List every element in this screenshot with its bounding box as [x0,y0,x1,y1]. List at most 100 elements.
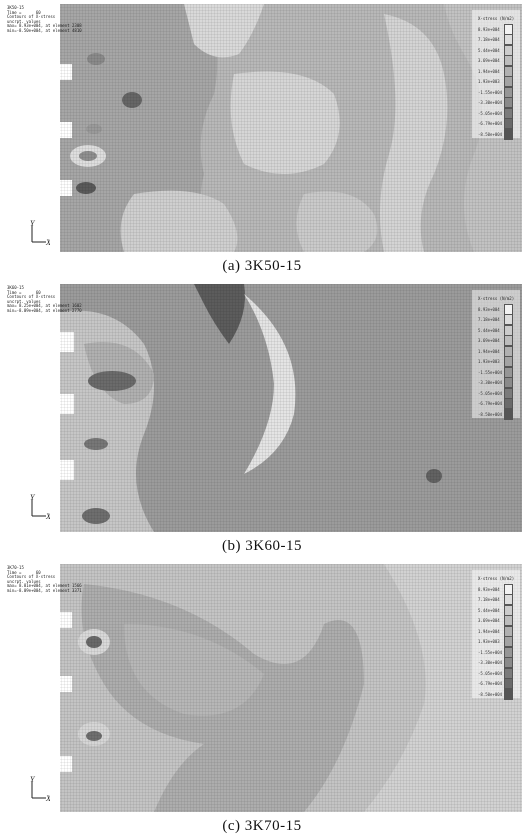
legend-swatch [504,667,513,679]
legend-value: -5.05e+004 [478,670,503,676]
legend-value: -3.30e+004 [478,380,503,386]
legend-entry: -6.79e+004 [478,398,516,410]
legend-value: 7.18e+004 [478,597,500,603]
legend-rows: 8.93e+004 7.18e+004 5.44e+004 3.69e+004 1.94… [478,583,516,700]
legend-value: 5.44e+004 [478,607,500,613]
plot-header-b: 3K60-15 Time = 60 Contours of X-stress u… [7,285,82,313]
legend-entry: -3.30e+004 [478,377,516,389]
caption-c: (c) 3K70-15 [222,818,302,834]
legend-entry: 5.44e+004 [478,44,516,56]
legend-value: -8.50e+004 [478,411,503,417]
legend-entry: 1.93e+003 [478,76,516,88]
legend-entry: 1.93e+003 [478,636,516,648]
legend-swatch [504,646,513,658]
legend-swatch [504,604,513,616]
legend-swatch [504,55,513,67]
svg-text:Y: Y [30,776,36,784]
legend-swatch [504,636,513,648]
legend-entry: 3.69e+004 [478,335,516,347]
legend-entry: -6.79e+004 [478,678,516,690]
legend-swatch [504,23,513,35]
legend-swatch [504,34,513,46]
legend-swatch [504,335,513,347]
legend-swatch [504,356,513,368]
legend-swatch [504,398,513,410]
axis-triad-icon: Y X [30,493,52,521]
legend-entry: 5.44e+004 [478,604,516,616]
legend-swatch [504,107,513,119]
legend-value: 7.18e+004 [478,317,500,323]
legend-entry: 3.69e+004 [478,615,516,627]
legend-value: -5.05e+004 [478,110,503,116]
legend-entry: 1.93e+003 [478,356,516,368]
caption-a: (a) 3K50-15 [222,258,302,274]
legend-value: 7.18e+004 [478,37,500,43]
svg-text:X: X [45,512,50,520]
contour-plot-a [4,4,522,252]
legend-entry: 1.94e+004 [478,65,516,77]
legend-value: 8.93e+004 [478,26,500,32]
legend-entry: -3.30e+004 [478,657,516,669]
plot-header-a: 3K50-15 Time = 60 Contours of X-stress u… [7,5,82,33]
legend-entry: 5.44e+004 [478,324,516,336]
legend-swatch [504,86,513,98]
legend-value: 1.94e+004 [478,68,500,74]
legend-swatch [504,324,513,336]
legend-title: X-stress (N/m2) [478,16,515,21]
svg-text:Y: Y [30,494,36,502]
legend-c: X-stress (N/m2) 8.93e+004 7.18e+004 5.44e+… [478,576,516,700]
legend-value: 1.93e+003 [478,359,500,365]
legend-value: 8.93e+004 [478,306,500,312]
legend-swatch [504,657,513,669]
caption-b: (b) 3K60-15 [221,538,303,554]
legend-value: -6.79e+004 [478,121,503,127]
legend-swatch [504,97,513,109]
legend-title: X-stress (N/m2) [478,576,515,581]
legend-value: 1.94e+004 [478,348,500,354]
legend-swatch [504,366,513,378]
legend-swatch [504,625,513,637]
legend-swatch [504,583,513,595]
legend-value: 5.44e+004 [478,327,500,333]
legend-value: -1.55e+004 [478,649,503,655]
legend-entry: -1.55e+004 [478,646,516,658]
legend-entry: 7.18e+004 [478,314,516,326]
svg-text:X: X [45,794,50,802]
legend-entry: -8.50e+004 [478,688,516,700]
axis-triad-c: Y X [24,775,52,804]
legend-value: 3.69e+004 [478,338,500,344]
contour-plot-b [4,284,522,532]
legend-swatch [504,118,513,130]
legend-entry: -3.30e+004 [478,97,516,109]
axis-triad-icon: Y X [30,775,52,803]
legend-value: -5.05e+004 [478,390,503,396]
legend-value: -8.50e+004 [478,131,503,137]
legend-entry: 8.93e+004 [478,303,516,315]
legend-entry: -6.79e+004 [478,118,516,130]
plot-header-c: 3K70-15 Time = 60 Contours of X-stress u… [7,565,82,593]
legend-rows: 8.93e+004 7.18e+004 5.44e+004 3.69e+004 1.94… [478,303,516,420]
legend-swatch [504,44,513,56]
svg-text:Y: Y [30,220,36,228]
legend-value: 1.93e+003 [478,639,500,645]
axis-triad-a: Y X [24,219,52,248]
panel-c: 3K70-15 Time = 60 Contours of X-stress u… [4,564,522,839]
legend-entry: -5.05e+004 [478,667,516,679]
legend-entry: -5.05e+004 [478,387,516,399]
legend-value: -3.30e+004 [478,100,503,106]
legend-entry: 7.18e+004 [478,594,516,606]
legend-entry: -8.50e+004 [478,128,516,140]
legend-value: -8.50e+004 [478,691,503,697]
legend-swatch [504,408,513,420]
legend-swatch [504,65,513,77]
legend-entry: -1.55e+004 [478,86,516,98]
legend-rows: 8.93e+004 7.18e+004 5.44e+004 3.69e+004 1.94… [478,23,516,140]
legend-value: -3.30e+004 [478,660,503,666]
panel-a: 3K50-15 Time = 60 Contours of X-stress u… [4,4,522,280]
legend-value: 3.69e+004 [478,58,500,64]
legend-entry: 8.93e+004 [478,583,516,595]
legend-value: -6.79e+004 [478,401,503,407]
legend-value: 8.93e+004 [478,586,500,592]
contour-plot-c [4,564,522,812]
legend-swatch [504,314,513,326]
